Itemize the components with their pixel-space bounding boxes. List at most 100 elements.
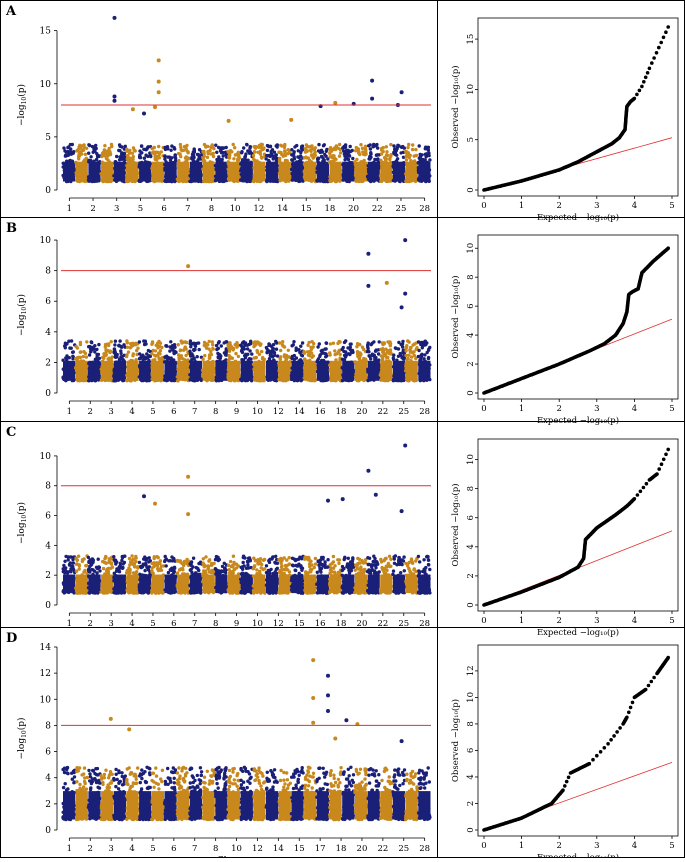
snp-point: [356, 353, 359, 356]
snp-point: [120, 346, 123, 349]
snp-dense-block: [393, 361, 405, 381]
qq-point: [664, 30, 668, 34]
snp-point: [209, 350, 212, 353]
snp-dense-block: [88, 361, 100, 381]
snp-point: [253, 150, 256, 153]
snp-point: [307, 353, 310, 356]
snp-point: [230, 347, 233, 350]
snp-point: [170, 156, 173, 159]
snp-point: [388, 158, 391, 161]
snp-point: [343, 145, 346, 148]
snp-point: [233, 146, 236, 149]
qq-x-tick-label: 2: [556, 201, 561, 211]
snp-point: [79, 343, 82, 346]
snp-point: [203, 154, 206, 157]
snp-point: [279, 358, 282, 361]
snp-dense-block: [317, 361, 329, 381]
peak-snp-point: [227, 119, 231, 123]
snp-point: [129, 346, 132, 349]
snp-point: [185, 149, 188, 152]
snp-point: [211, 340, 214, 343]
y-axis-label: −log10(p): [16, 84, 28, 126]
snp-point: [403, 146, 406, 149]
snp-point: [372, 143, 375, 146]
snp-point: [204, 145, 207, 148]
snp-dense-block: [177, 361, 189, 381]
snp-point: [110, 340, 113, 343]
snp-point: [259, 152, 262, 155]
snp-dense-block: [406, 162, 418, 182]
snp-point: [384, 158, 387, 161]
snp-point: [255, 356, 258, 359]
snp-point: [297, 348, 300, 351]
snp-point: [182, 341, 185, 344]
snp-point: [385, 356, 388, 359]
peak-snp-point: [153, 105, 157, 109]
snp-point: [369, 143, 372, 146]
snp-point: [299, 345, 302, 348]
snp-point: [89, 155, 92, 158]
snp-point: [166, 155, 169, 158]
snp-point: [76, 346, 79, 349]
snp-point: [228, 341, 231, 344]
snp-point: [201, 150, 204, 153]
snp-point: [281, 340, 284, 343]
snp-point: [87, 345, 90, 348]
qq-y-tick-label: 6: [466, 303, 476, 308]
snp-point: [259, 342, 262, 345]
x-tick-label: 20: [357, 407, 368, 417]
snp-point: [395, 149, 398, 152]
snp-dense-block: [203, 162, 215, 182]
snp-point: [185, 155, 188, 158]
snp-point: [225, 146, 228, 149]
snp-point: [278, 341, 281, 344]
snp-point: [192, 349, 195, 352]
snp-dense-block: [152, 162, 164, 182]
snp-point: [310, 348, 313, 351]
snp-point: [69, 147, 72, 150]
snp-point: [192, 156, 195, 159]
snp-point: [325, 148, 328, 151]
snp-point: [389, 344, 392, 347]
snp-point: [169, 340, 172, 343]
y-axis-label: −log10(p): [16, 294, 28, 336]
snp-point: [144, 357, 147, 360]
snp-point: [370, 343, 373, 346]
snp-point: [185, 341, 188, 344]
snp-point: [396, 146, 399, 149]
snp-point: [332, 342, 335, 345]
qq-point: [642, 80, 646, 84]
snp-point: [215, 348, 218, 351]
snp-point: [64, 154, 67, 157]
x-tick-label: 22: [372, 204, 383, 214]
snp-point: [363, 159, 366, 162]
snp-point: [344, 350, 347, 353]
snp-point: [250, 352, 253, 355]
qq-x-tick-label: 4: [632, 201, 637, 211]
snp-point: [349, 343, 352, 346]
snp-point: [184, 345, 187, 348]
qq-x-tick-label: 5: [669, 201, 674, 211]
snp-point: [244, 353, 247, 356]
snp-point: [381, 357, 384, 360]
y-tick-label: 0: [45, 389, 51, 399]
snp-point: [174, 351, 177, 354]
snp-point: [300, 145, 303, 148]
snp-dense-block: [63, 162, 75, 182]
snp-point: [225, 350, 228, 353]
snp-point: [336, 342, 339, 345]
qq-y-axis-label: Observed −log₁₀(p): [450, 65, 461, 148]
snp-dense-block: [190, 361, 202, 381]
qq-point: [644, 76, 648, 80]
y-axis-label: −log10(p): [16, 502, 28, 544]
snp-point: [401, 340, 404, 343]
y-tick-label: 0: [45, 186, 51, 196]
y-tick-label: 6: [45, 512, 51, 522]
snp-point: [212, 147, 215, 150]
snp-point: [72, 561, 75, 564]
snp-point: [160, 346, 163, 349]
snp-point: [64, 346, 67, 349]
panel-label-b: B: [6, 221, 17, 236]
snp-point: [63, 560, 66, 563]
